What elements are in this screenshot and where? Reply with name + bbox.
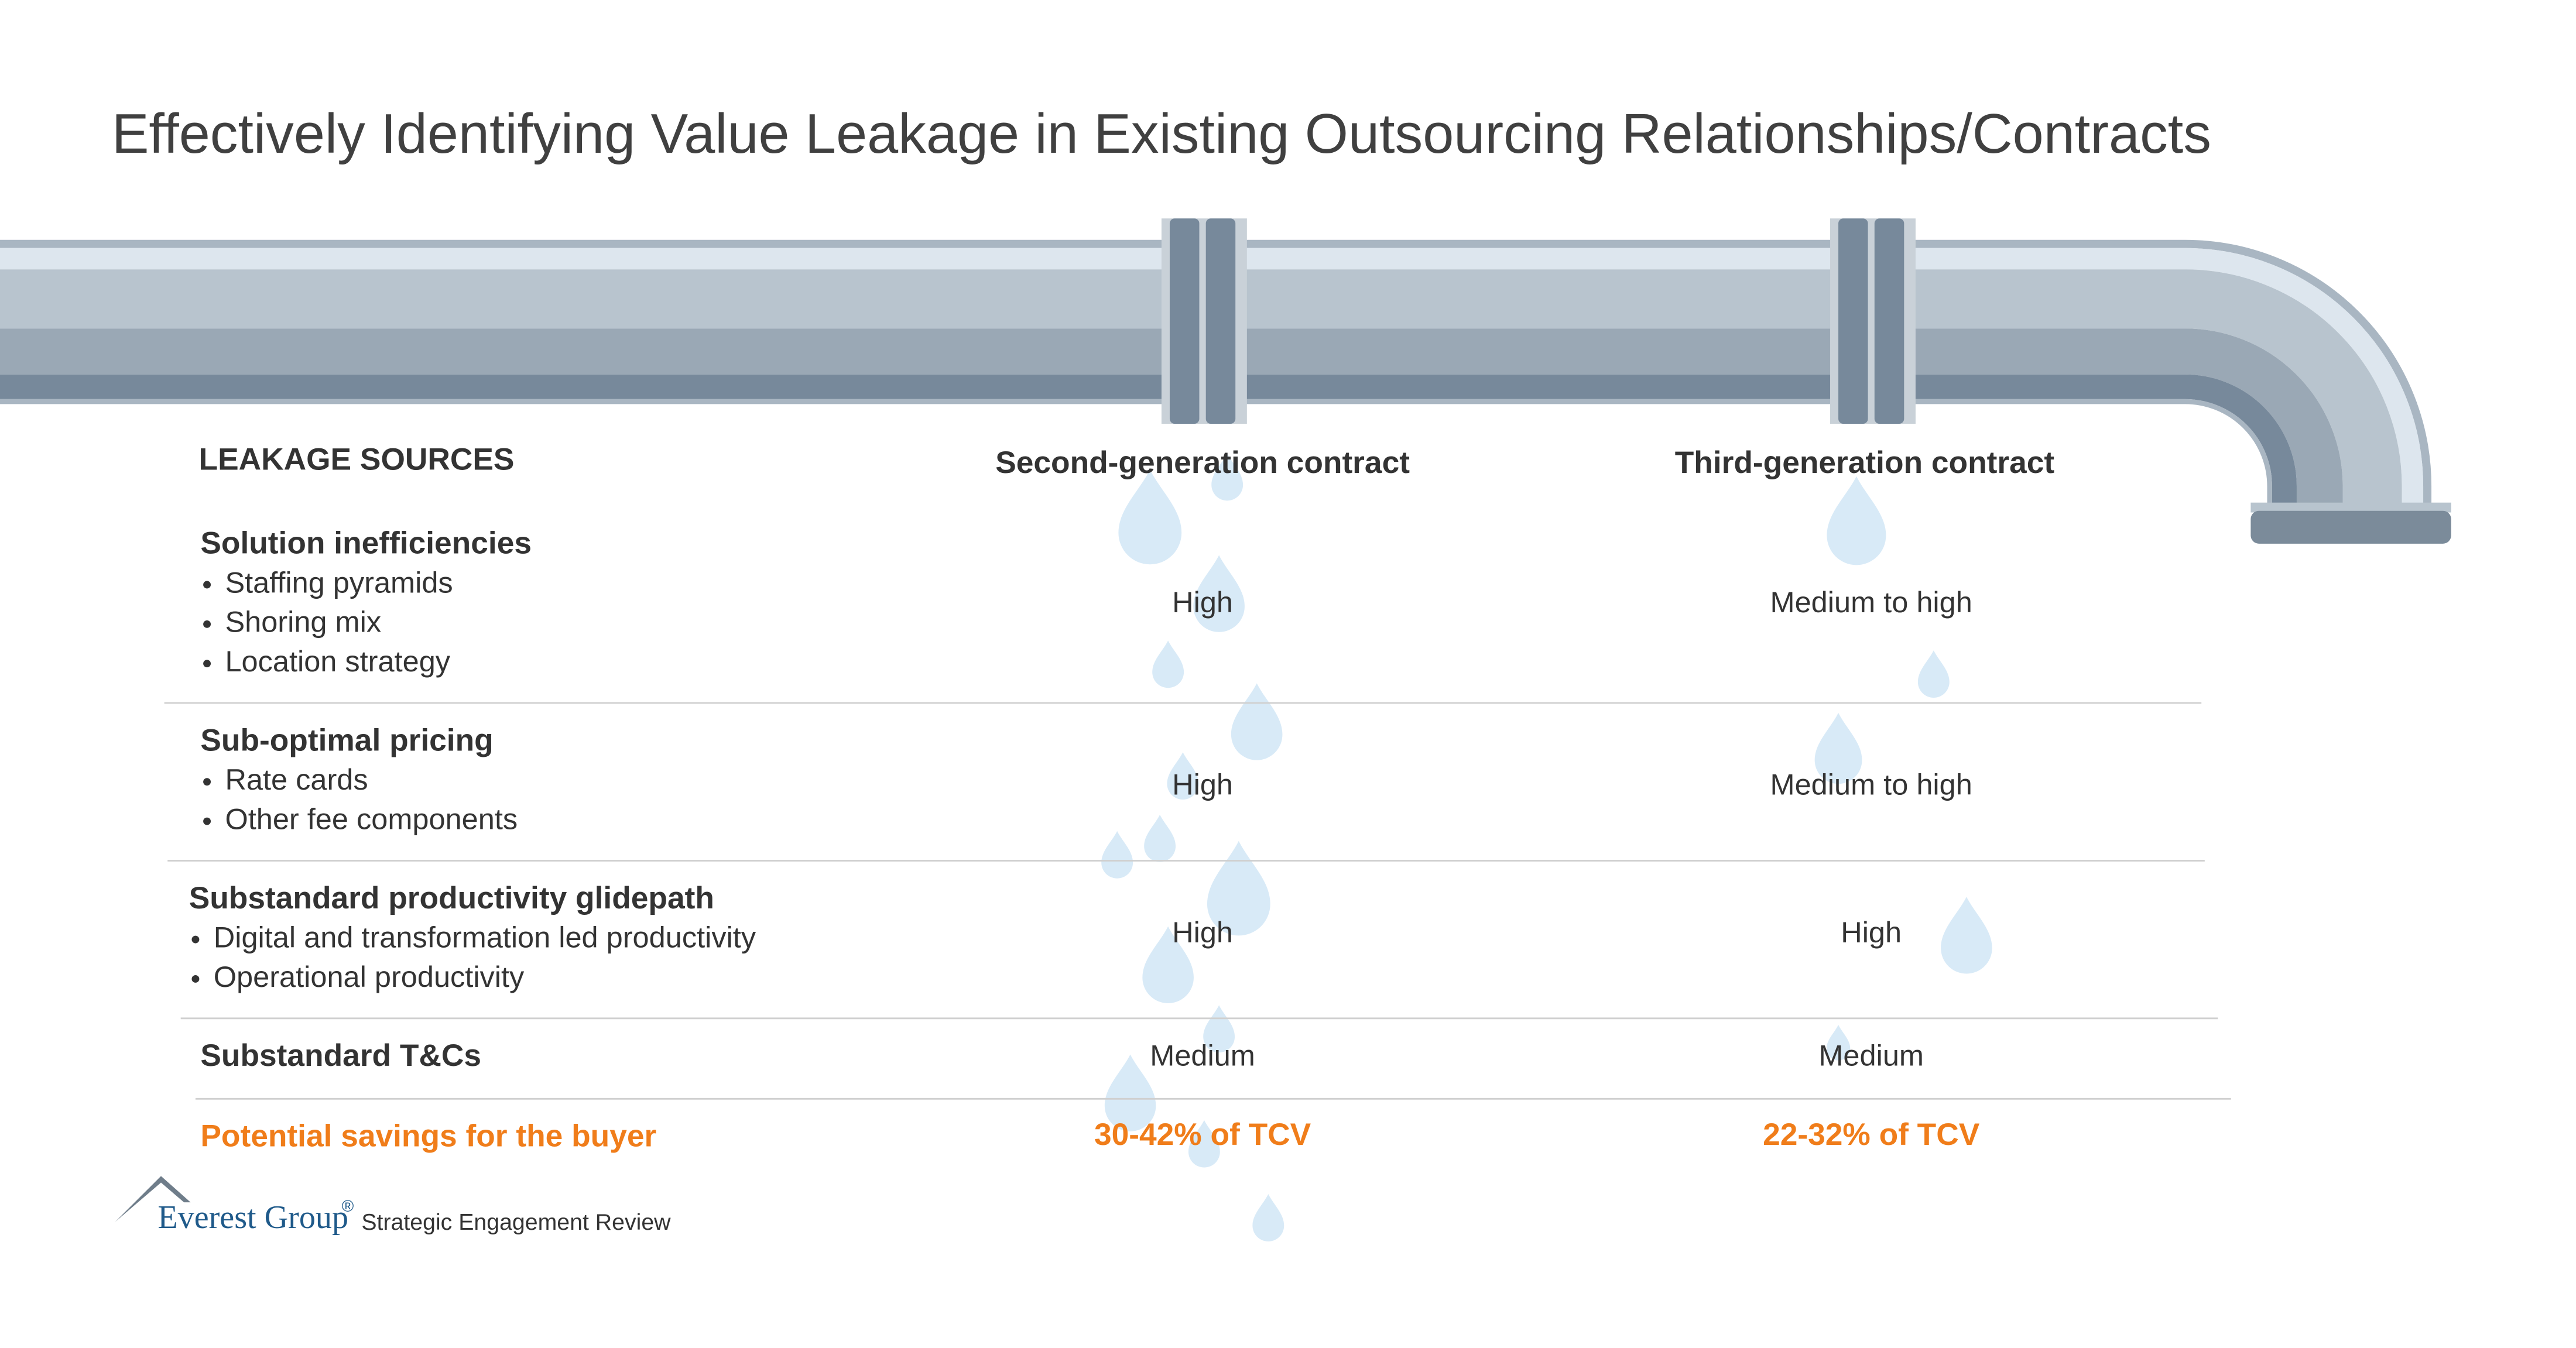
bullet-text: Operational productivity — [214, 960, 525, 993]
bullet — [203, 620, 211, 628]
source: Strategic Engagement Review — [361, 1209, 671, 1235]
pipe-band — [0, 269, 2402, 513]
column-header: Second-generation contract — [995, 445, 1410, 480]
cell-value: Medium — [1818, 1038, 1924, 1072]
pipe-band — [0, 248, 2424, 513]
row-label: Substandard productivity glidepath — [189, 881, 714, 915]
savings-value: 22-32% of TCV — [1763, 1117, 1980, 1152]
pipe-band — [0, 374, 2297, 513]
cell-value: High — [1841, 915, 1902, 949]
bullet — [191, 975, 200, 983]
header-label: LEAKAGE SOURCES — [199, 443, 515, 477]
bullet — [203, 778, 211, 786]
pipe-band — [0, 239, 2432, 513]
bullet — [203, 581, 211, 589]
bullet — [203, 660, 211, 668]
savings-label: Potential savings for the buyer — [200, 1119, 656, 1154]
logo: Everest Group ® Strategic Engagement Rev… — [115, 1176, 671, 1236]
row-dividers — [164, 702, 2231, 1100]
bullet-text: Staffing pyramids — [225, 565, 453, 599]
row-label: Substandard T&Cs — [200, 1038, 481, 1073]
bullet-text: Digital and transformation led productiv… — [214, 920, 756, 953]
brand-mark: ® — [342, 1197, 354, 1215]
bullet — [203, 817, 211, 825]
rows: Solution inefficiencies Staffing pyramids… — [189, 526, 1972, 1073]
bullet-text: Shoring mix — [225, 605, 381, 639]
bullet — [191, 935, 200, 944]
cell-value: High — [1172, 915, 1233, 949]
cell-value: High — [1172, 767, 1233, 801]
pipe-band — [0, 328, 2343, 513]
row-label: Sub-optimal pricing — [200, 723, 493, 757]
column-header: Third-generation contract — [1675, 445, 2055, 480]
cell-value: Medium to high — [1770, 585, 1972, 619]
bullet-text: Location strategy — [225, 644, 450, 678]
cell-value: High — [1172, 585, 1233, 619]
row-label: Solution inefficiencies — [200, 526, 532, 561]
brand: Everest Group — [157, 1199, 348, 1236]
bullet-text: Rate cards — [225, 763, 368, 796]
bullet-text: Other fee components — [225, 802, 518, 835]
pipe-band — [0, 399, 2272, 513]
title: Effectively Identifying Value Leakage in… — [112, 103, 2211, 165]
savings-value: 30-42% of TCV — [1094, 1117, 1311, 1152]
pipe — [0, 239, 2432, 513]
cell-value: Medium — [1150, 1038, 1255, 1072]
flange — [1161, 218, 2451, 544]
cell-value: Medium to high — [1770, 767, 1972, 801]
